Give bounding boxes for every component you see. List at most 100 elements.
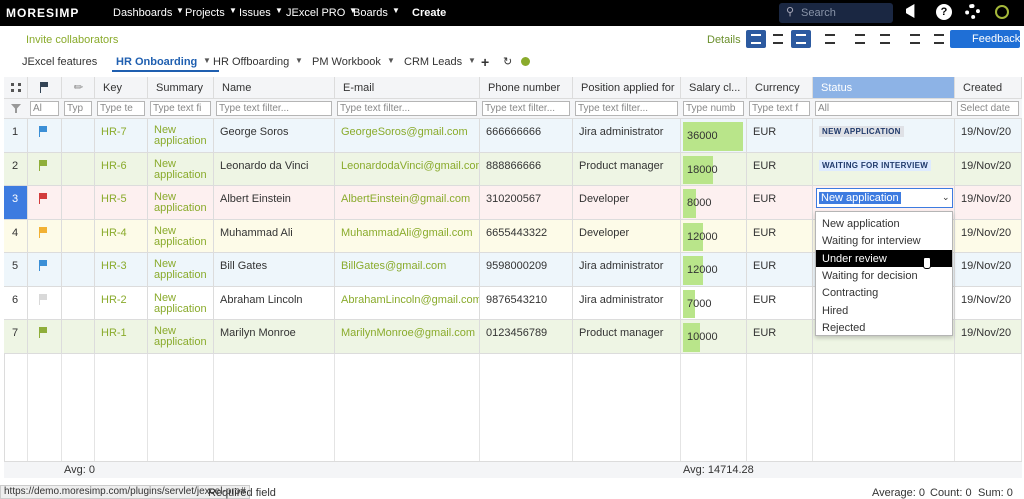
toolbar-icon[interactable]: [905, 30, 925, 48]
dropdown-option[interactable]: Contracting: [822, 287, 879, 300]
position: Product manager: [573, 320, 681, 354]
icon-glyph: [825, 34, 835, 44]
nav-menu[interactable]: JExcel PRO: [286, 7, 346, 19]
dropdown-option[interactable]: Waiting for interview: [822, 235, 921, 248]
dropdown-option[interactable]: Waiting for decision: [822, 269, 918, 282]
column-filter[interactable]: All: [815, 101, 952, 116]
flag-pole: [39, 126, 40, 137]
created-date: 19/Nov/20: [955, 320, 1022, 354]
add-tab[interactable]: +: [481, 54, 490, 70]
column-header[interactable]: Status: [813, 77, 955, 99]
column-header[interactable]: Phone number: [480, 77, 573, 99]
column-filter[interactable]: Al: [30, 101, 59, 116]
phone: 9876543210: [480, 286, 573, 320]
summary: New application: [148, 152, 214, 186]
flag-pole: [39, 260, 40, 271]
dropdown-option[interactable]: Under review: [816, 249, 952, 267]
summary: New application: [148, 320, 214, 354]
column-filter[interactable]: Type text fi: [150, 101, 211, 116]
flag-cell: [28, 286, 62, 320]
column-header[interactable]: Salary cl...: [681, 77, 747, 99]
toolbar-icon[interactable]: [791, 30, 811, 48]
create-button[interactable]: Create: [412, 7, 447, 19]
flag-cell: [28, 320, 62, 354]
column-header[interactable]: Summary: [148, 77, 214, 99]
feedback-button[interactable]: Feedback: [950, 30, 1020, 48]
toolbar-icon[interactable]: [768, 30, 788, 48]
refresh-icon[interactable]: ↻: [503, 56, 513, 68]
dropdown-option[interactable]: Hired: [822, 304, 849, 317]
column-filter[interactable]: Type numb: [683, 101, 744, 116]
column-filter[interactable]: Type text filter...: [337, 101, 477, 116]
count: Count: 0: [930, 487, 972, 499]
created-date: 19/Nov/20: [955, 219, 1022, 253]
toolbar-icon[interactable]: [850, 30, 870, 48]
caret: ▼: [229, 6, 237, 15]
toolbar-icon[interactable]: [929, 30, 949, 48]
salary-bar: [683, 122, 743, 151]
dropdown-option[interactable]: New application: [822, 218, 900, 230]
avatar[interactable]: [995, 5, 1009, 19]
tab[interactable]: HR Offboarding: [213, 56, 290, 68]
issue-key: HR-6: [95, 152, 148, 186]
column-header[interactable]: ✐: [62, 77, 95, 99]
tab[interactable]: JExcel features: [22, 56, 98, 68]
status-select[interactable]: New application ⌄: [816, 188, 953, 208]
column-header[interactable]: Created: [955, 77, 1022, 99]
column-header[interactable]: Name: [214, 77, 335, 99]
search-box[interactable]: ⚲ Search: [779, 3, 893, 23]
column-filter[interactable]: Type text filter...: [575, 101, 678, 116]
salary-cell: 7000: [681, 286, 747, 320]
logo[interactable]: MORESIMP: [6, 6, 80, 20]
email: GeorgeSoros@gmail.com: [335, 119, 480, 153]
invite-link[interactable]: Invite collaborators: [26, 34, 119, 46]
column-header[interactable]: [28, 77, 62, 99]
column-filter[interactable]: Type te: [97, 101, 145, 116]
tab[interactable]: HR Onboarding: [116, 56, 198, 68]
top-nav: MORESIMP Dashboards ▼ Projects ▼ Issues ▼ JExce…: [0, 0, 1024, 26]
icon-glyph: [855, 34, 865, 44]
flag-pole: [39, 293, 40, 305]
column-filter[interactable]: Type text f: [749, 101, 810, 116]
flag-pole: [39, 327, 40, 338]
status-cell: WAITING FOR INTERVIEW: [813, 152, 955, 186]
column-header[interactable]: E-mail: [335, 77, 480, 99]
grid-icon: [11, 83, 21, 92]
column-header[interactable]: [4, 77, 28, 99]
tab[interactable]: CRM Leads: [404, 56, 463, 68]
salary-average: Avg: 14714.28: [683, 464, 754, 476]
tab-caret: ▼: [203, 56, 211, 65]
nav-menu[interactable]: Projects: [185, 7, 225, 19]
salary-cell: 8000: [681, 186, 747, 220]
toolbar-icon[interactable]: [746, 30, 766, 48]
attachment-cell: [62, 253, 95, 287]
details-link[interactable]: Details: [707, 34, 741, 46]
salary-cell: 10000: [681, 320, 747, 354]
column-header[interactable]: Key: [95, 77, 148, 99]
attachment-cell: [62, 320, 95, 354]
name: Muhammad Ali: [214, 219, 335, 253]
tab[interactable]: PM Workbook: [312, 56, 381, 68]
currency: EUR: [747, 186, 813, 220]
megaphone-icon[interactable]: [906, 4, 915, 18]
column-filter[interactable]: Type text filter...: [482, 101, 570, 116]
toolbar-icon[interactable]: [875, 30, 895, 48]
search-placeholder: Search: [801, 7, 836, 19]
toolbar-icon[interactable]: [820, 30, 840, 48]
row-number: 2: [4, 152, 28, 186]
caret: ▼: [349, 6, 357, 15]
phone: 666666666: [480, 119, 573, 153]
column-filter[interactable]: Select date: [957, 101, 1019, 116]
column-filter[interactable]: Type text filter...: [216, 101, 332, 116]
column-header[interactable]: Position applied for: [573, 77, 681, 99]
settings-icon[interactable]: [965, 4, 980, 19]
help-icon[interactable]: ?: [936, 4, 952, 20]
dropdown-option[interactable]: Rejected: [822, 321, 866, 334]
nav-menu[interactable]: Dashboards: [113, 7, 173, 19]
average: Average: 0: [872, 487, 926, 499]
tab-caret: ▼: [295, 56, 303, 65]
column-filter[interactable]: Typ: [64, 101, 92, 116]
nav-menu[interactable]: Boards: [353, 7, 388, 19]
column-header[interactable]: Currency: [747, 77, 813, 99]
nav-menu[interactable]: Issues: [239, 7, 271, 19]
